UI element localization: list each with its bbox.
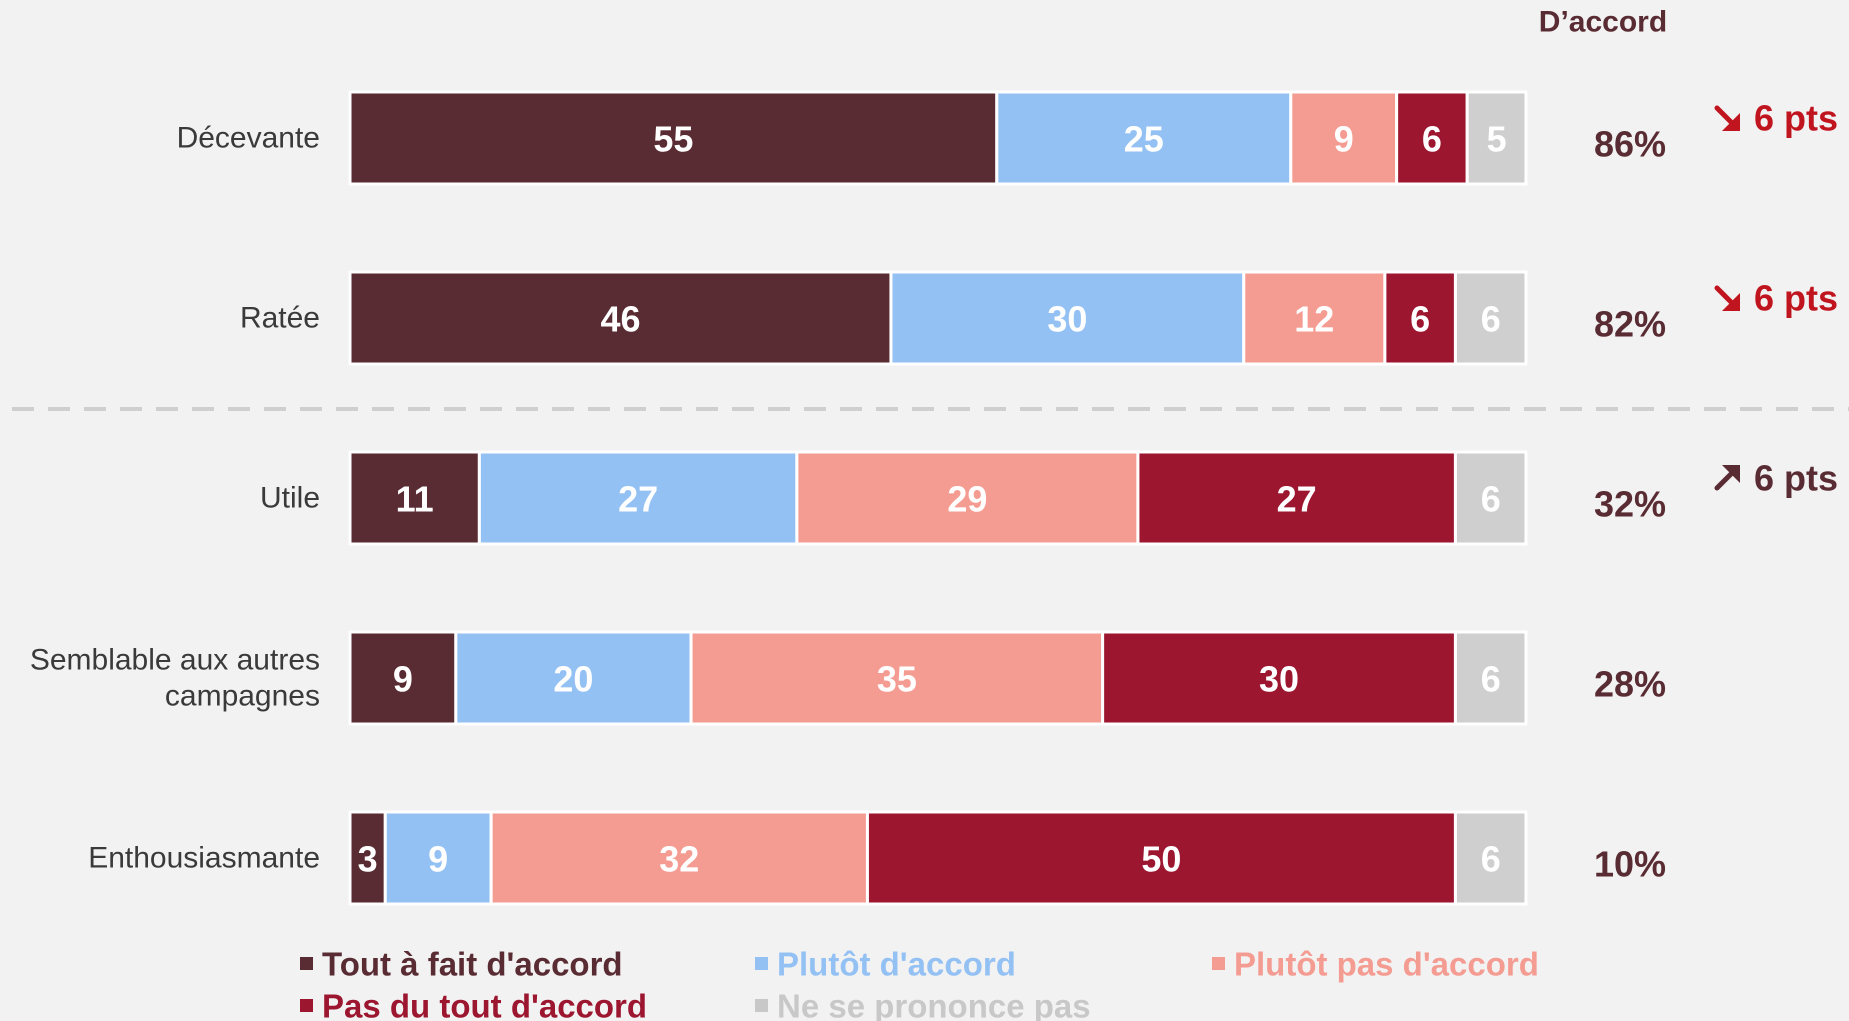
- bar-segment: [1136, 450, 1457, 546]
- bar-value-label: 30: [1259, 659, 1299, 700]
- bar-value-label: 6: [1422, 119, 1442, 160]
- bar-value-label: 9: [393, 659, 413, 700]
- bar-value-label: 50: [1141, 839, 1181, 880]
- trend-label: 6 pts: [1754, 458, 1838, 499]
- bar-value-label: 9: [1334, 119, 1354, 160]
- legend-swatch: [1212, 957, 1225, 970]
- agree-total-label: 82%: [1594, 304, 1666, 345]
- bar-segment: [348, 810, 387, 906]
- bar-value-label: 6: [1481, 659, 1501, 700]
- bar-value-label: 12: [1294, 299, 1334, 340]
- bar-segment: [1383, 270, 1457, 366]
- trend-up-arrow-icon: [1714, 465, 1740, 491]
- bar-value-label: 6: [1481, 839, 1501, 880]
- bar-segment: [865, 810, 1457, 906]
- bar-segment: [689, 630, 1105, 726]
- bar-segment: [795, 450, 1140, 546]
- legend-label: Pas du tout d'accord: [322, 988, 647, 1021]
- bar-segment: [1453, 270, 1528, 366]
- legend-swatch: [755, 957, 768, 970]
- bar-segment: [1289, 90, 1399, 186]
- bar-segment: [348, 270, 893, 366]
- bar-value-label: 6: [1481, 479, 1501, 520]
- agree-total-label: 32%: [1594, 484, 1666, 525]
- bar-value-label: 46: [600, 299, 640, 340]
- trend-label: 6 pts: [1754, 98, 1838, 139]
- agree-total-label: 10%: [1594, 844, 1666, 885]
- bar-value-label: 11: [396, 479, 434, 520]
- bar-segment: [1465, 90, 1528, 186]
- bar-value-label: 5: [1487, 119, 1507, 160]
- bar-segment: [348, 630, 458, 726]
- bar-value-label: 35: [877, 659, 917, 700]
- bar-value-label: 3: [358, 839, 378, 880]
- bar-value-label: 27: [618, 479, 658, 520]
- trend-label: 6 pts: [1754, 278, 1838, 319]
- bar-segment: [1101, 630, 1457, 726]
- category-label: Semblable aux autres campagnes: [30, 644, 320, 713]
- bar-value-label: 55: [653, 119, 693, 160]
- legend-swatch: [300, 999, 313, 1012]
- legend-label: Plutôt pas d'accord: [1234, 946, 1539, 983]
- bar-segment: [489, 810, 869, 906]
- category-label: Enthousiasmante: [88, 842, 320, 875]
- bar-value-label: 30: [1047, 299, 1087, 340]
- bar-value-label: 25: [1124, 119, 1164, 160]
- bar-value-label: 32: [659, 839, 699, 880]
- trend-down-arrow-icon: [1714, 105, 1740, 131]
- bar-segment: [995, 90, 1293, 186]
- trend-down-arrow-icon: [1714, 285, 1740, 311]
- legend-label: Ne se prononce pas: [777, 988, 1091, 1021]
- bar-value-label: 6: [1410, 299, 1430, 340]
- bar-segment: [454, 630, 693, 726]
- legend-swatch: [300, 957, 313, 970]
- bar-value-label: 29: [947, 479, 987, 520]
- legend-swatch: [755, 999, 768, 1012]
- agree-total-label: 86%: [1594, 124, 1666, 165]
- bar-value-label: 6: [1481, 299, 1501, 340]
- bar-value-label: 27: [1277, 479, 1317, 520]
- legend-label: Tout à fait d'accord: [322, 946, 623, 983]
- bar-segment: [1453, 630, 1528, 726]
- category-label: Ratée: [240, 302, 320, 335]
- bar-segment: [348, 450, 481, 546]
- bar-value-label: 20: [553, 659, 593, 700]
- legend-label: Plutôt d'accord: [777, 946, 1016, 983]
- category-label: Utile: [260, 482, 320, 515]
- bar-segment: [1453, 450, 1528, 546]
- agree-total-label: 28%: [1594, 664, 1666, 705]
- agree-column-header: D’accord: [1539, 6, 1667, 39]
- category-label: Décevante: [177, 122, 320, 155]
- bar-segment: [1453, 810, 1528, 906]
- bar-value-label: 9: [428, 839, 448, 880]
